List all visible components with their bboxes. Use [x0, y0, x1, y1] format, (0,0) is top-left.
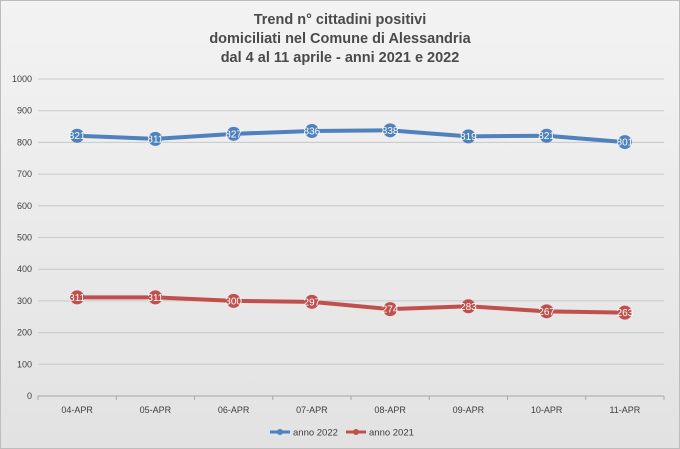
data-label-anno-2022: 836 [304, 126, 321, 137]
data-point-anno-2022 [148, 131, 163, 146]
chart-title-line-3: dal 4 al 11 aprile - anni 2021 e 2022 [221, 50, 460, 66]
data-point-anno-2021 [539, 304, 554, 319]
data-label-anno-2022: 821 [69, 131, 86, 142]
data-point-anno-2022 [461, 129, 476, 144]
x-tick-label-10-apr: 10-APR [531, 405, 563, 415]
data-point-anno-2022 [617, 135, 632, 150]
data-label-anno-2022: 801 [617, 138, 634, 149]
legend-label: anno 2022 [293, 428, 338, 439]
data-point-anno-2022 [383, 123, 398, 138]
data-point-anno-2021 [461, 299, 476, 314]
x-tick-label-08-apr: 08-APR [374, 405, 406, 415]
x-tick-label-05-apr: 05-APR [140, 405, 172, 415]
legend-swatch-marker [277, 429, 283, 435]
data-label-anno-2021: 300 [225, 296, 242, 307]
series-anno-2021: 311 311 300 297 274 283 267 263 [69, 290, 634, 320]
y-tick-label-500: 500 [17, 233, 32, 243]
data-point-anno-2021 [383, 302, 398, 317]
data-point-anno-2022 [70, 128, 85, 143]
data-point-anno-2021 [617, 305, 632, 320]
y-tick-label-1000: 1000 [12, 74, 32, 84]
data-label-anno-2021: 311 [69, 293, 85, 304]
data-label-anno-2021: 311 [147, 293, 163, 304]
legend-swatch-marker [353, 429, 359, 435]
y-tick-label-400: 400 [17, 264, 32, 274]
data-label-anno-2021: 297 [304, 297, 321, 308]
x-tick-label-11-apr: 11-APR [609, 405, 640, 415]
series-anno-2022: 821 811 827 836 838 819 821 801 [69, 123, 634, 150]
y-tick-label-100: 100 [17, 359, 32, 369]
data-label-anno-2022: 827 [225, 129, 242, 140]
legend: anno 2022 anno 2021 [270, 428, 414, 439]
data-label-anno-2021: 274 [382, 305, 399, 316]
data-label-anno-2022: 838 [382, 126, 399, 137]
series-line-anno-2021 [75, 295, 627, 315]
y-tick-label-900: 900 [17, 106, 32, 116]
legend-label: anno 2021 [369, 428, 414, 439]
data-label-anno-2021: 267 [538, 307, 555, 318]
x-tick-label-04-apr: 04-APR [61, 405, 93, 415]
data-point-anno-2022 [226, 126, 241, 141]
data-label-anno-2022: 821 [538, 131, 555, 142]
y-tick-label-600: 600 [17, 201, 32, 211]
data-point-anno-2021 [226, 293, 241, 308]
y-tick-label-300: 300 [17, 296, 32, 306]
data-label-anno-2021: 283 [460, 302, 477, 313]
y-tick-label-200: 200 [17, 328, 32, 338]
chart-title-line-2: domiciliati nel Comune di Alessandria [209, 31, 471, 47]
legend-item-anno-2021: anno 2021 [346, 428, 414, 439]
data-point-anno-2021 [70, 290, 85, 305]
y-tick-label-800: 800 [17, 137, 32, 147]
series-line-anno-2022 [75, 128, 627, 145]
legend-item-anno-2022: anno 2022 [270, 428, 338, 439]
y-tick-label-700: 700 [17, 169, 32, 179]
x-tick-label-07-apr: 07-APR [296, 405, 328, 415]
chart-title-line-1: Trend n° cittadini positivi [254, 12, 427, 28]
y-tick-label-0: 0 [27, 391, 32, 401]
data-label-anno-2022: 811 [147, 134, 163, 145]
axes: 0 100 200 300 400 500 600 700 800 900 1000 04-APR 05… [12, 74, 665, 415]
gridlines [38, 78, 664, 365]
series: 821 811 827 836 838 819 821 801 311 311 300 297 274 2… [69, 123, 634, 320]
data-label-anno-2021: 263 [617, 308, 634, 319]
x-tick-label-06-apr: 06-APR [218, 405, 250, 415]
chart-title: Trend n° cittadini positivi domiciliati … [209, 12, 471, 66]
data-point-anno-2022 [304, 123, 319, 138]
data-label-anno-2022: 819 [460, 132, 477, 143]
data-point-anno-2022 [539, 128, 554, 143]
data-point-anno-2021 [148, 290, 163, 305]
x-tick-label-09-apr: 09-APR [453, 405, 485, 415]
data-point-anno-2021 [304, 294, 319, 309]
